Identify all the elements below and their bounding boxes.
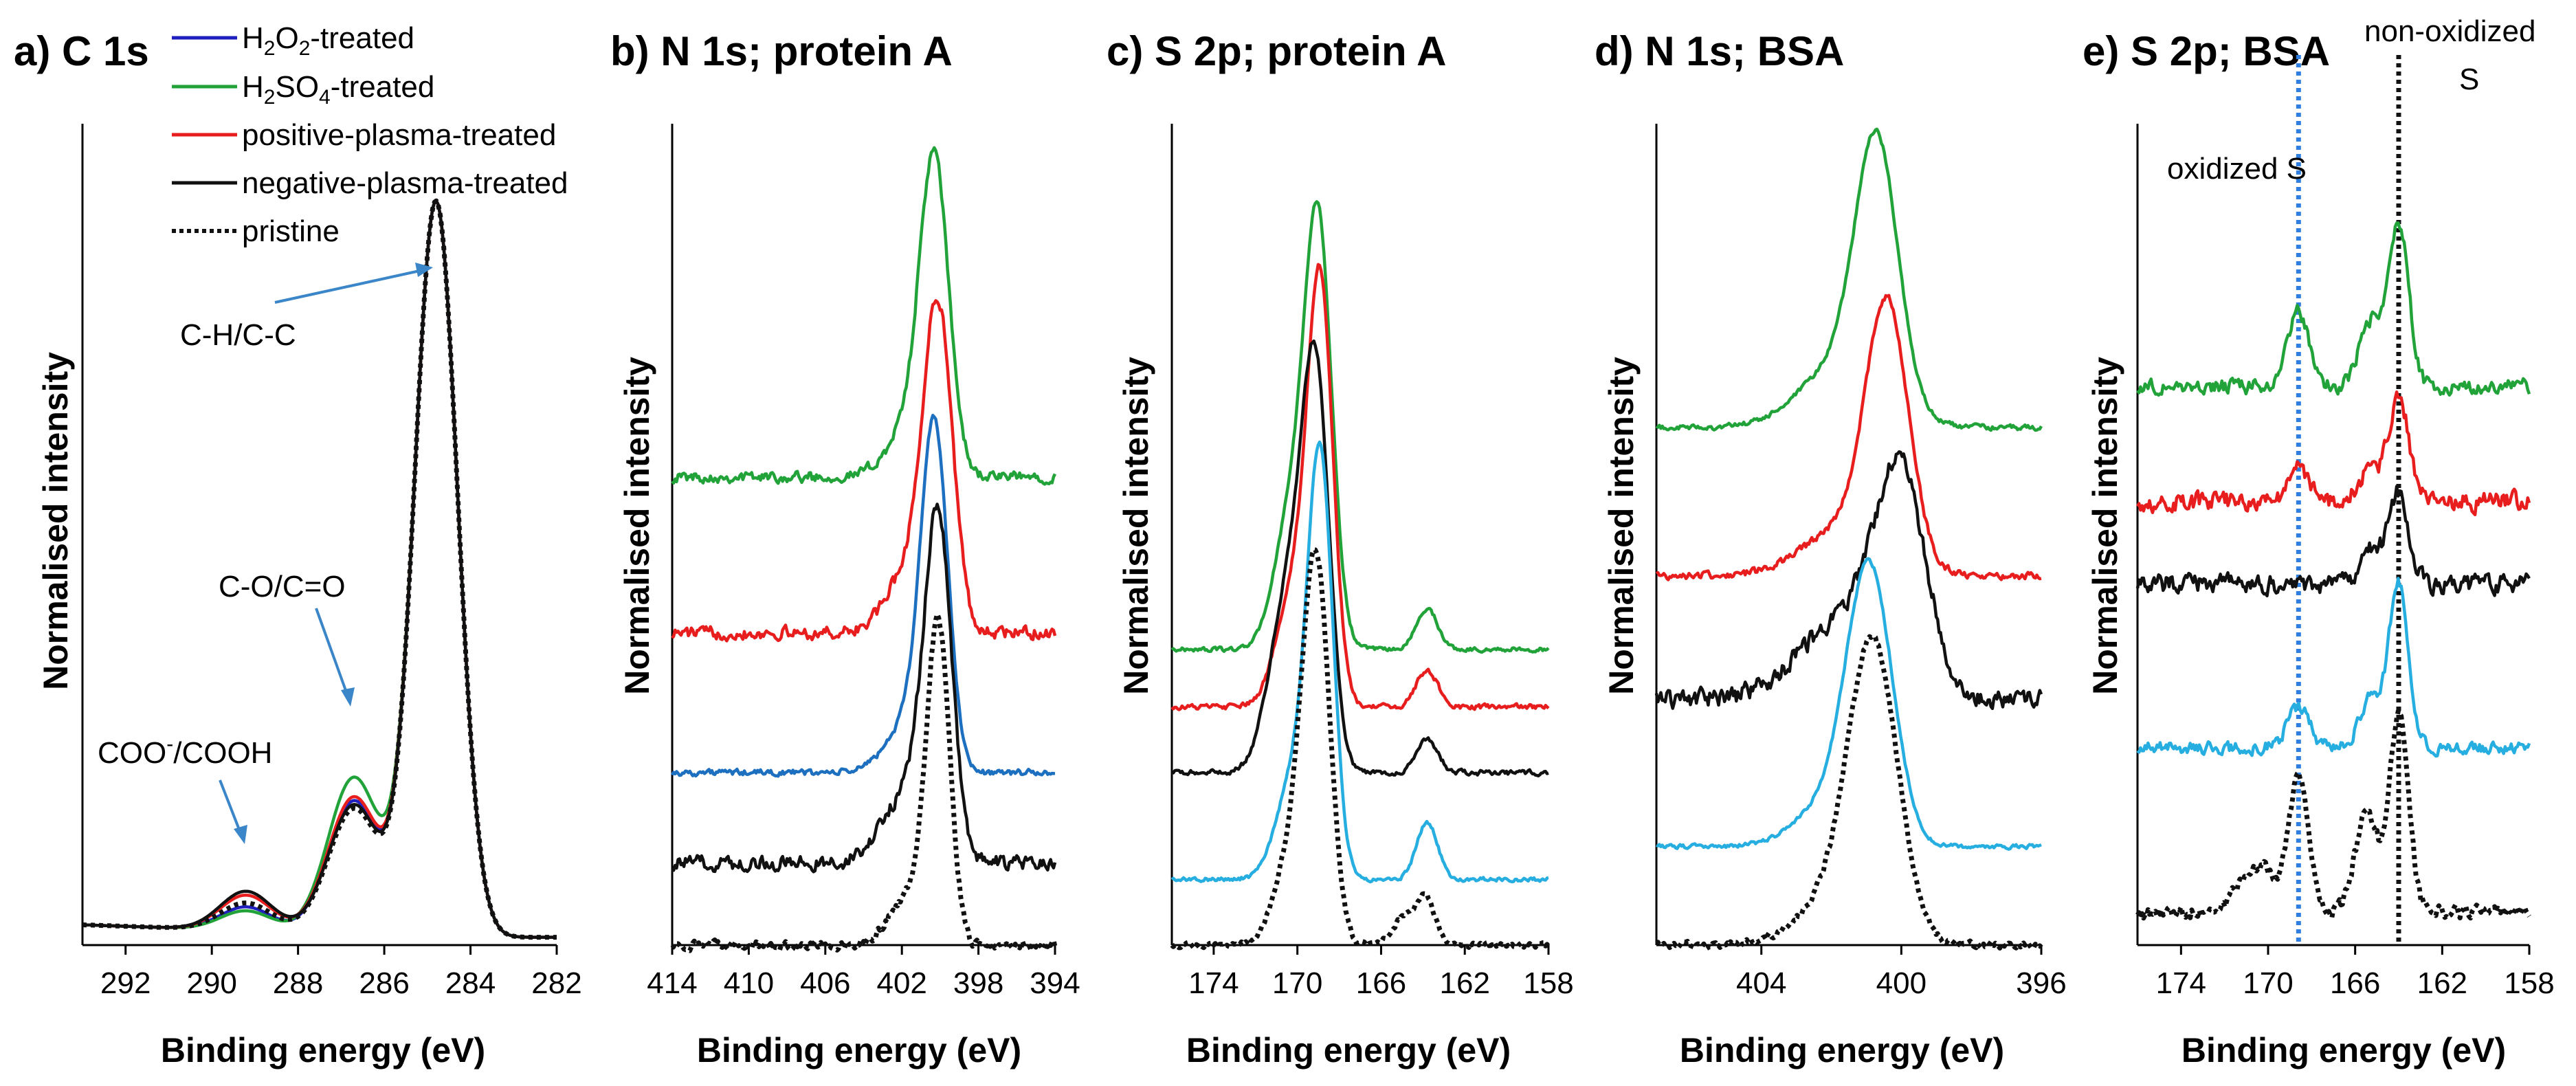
panel-a-ylabel: Normalised intensity [36, 352, 75, 690]
panel-c-xtick-label: 158 [1523, 966, 1573, 1000]
panel-c-xlabel: Binding energy (eV) [1186, 1031, 1511, 1070]
panel-a-xtick-label: 286 [359, 966, 409, 1000]
panel-e-series-negative-plasma-treated [2135, 485, 2531, 598]
panel-c-series-positive-plasma-treated [1170, 263, 1550, 711]
panel-d: d) N 1s; BSA 404 400 396 Normalised intens… [1595, 28, 2067, 1070]
panel-c-xtick-label: 162 [1440, 966, 1490, 1000]
panel-e-series-h2so4-treated [2136, 221, 2531, 397]
arrow-coo [219, 779, 242, 834]
panel-e-xtick-label: 158 [2504, 966, 2554, 1000]
panel-d-xtick-label: 404 [1736, 966, 1786, 1000]
panel-d-title: d) N 1s; BSA [1595, 28, 1844, 74]
annotation-coo: COO-/COOH [98, 733, 272, 770]
panel-e: e) S 2p; BSA 174 170 166 162 158 Normalised … [2083, 14, 2555, 1070]
panel-e-ylabel: Normalised intensity [2086, 357, 2124, 695]
annotation-coo-main: COO [98, 736, 166, 770]
annotation-co-c-o: C-O/C=O [219, 570, 346, 603]
panel-d-ylabel: Normalised intensity [1602, 357, 1641, 695]
legend-label-negative: negative-plasma-treated [242, 166, 568, 200]
panel-a-xtick-label: 282 [531, 966, 581, 1000]
arrow-coo-head [234, 825, 247, 844]
panel-d-plot: 404 400 396 [1654, 124, 2067, 1000]
panel-c-series-h2o2-treated [1170, 440, 1549, 884]
panel-d-xtick-label: 396 [2016, 966, 2066, 1000]
panel-e-series-pristine [2135, 709, 2531, 921]
panel-a-xtick-label: 292 [100, 966, 151, 1000]
panel-d-xtick-label: 400 [1876, 966, 1927, 1000]
panel-e-xtick-label: 170 [2243, 966, 2293, 1000]
panel-a-xtick-label: 290 [186, 966, 236, 1000]
panel-b-series-pristine [670, 611, 1058, 953]
annotation-non-oxidized-s: S [2459, 63, 2479, 96]
panel-e-xtick-label: 174 [2156, 966, 2206, 1000]
panel-b-xlabel: Binding energy (eV) [697, 1031, 1021, 1070]
panel-d-series-h2o2-treated [1656, 557, 2042, 851]
legend-label-h2o2: H2O2-treated [242, 21, 414, 60]
annotation-non-oxidized: non-oxidized [2364, 14, 2536, 48]
panel-a-series-h2o2-treated [82, 199, 557, 939]
panel-b-ylabel: Normalised intensity [618, 357, 656, 695]
arrow-ch-cc [274, 269, 423, 304]
panel-b-series-positive-plasma-treated [671, 299, 1057, 643]
panel-c-series-h2so4-treated [1170, 200, 1550, 654]
annotation-oxidized-s: oxidized S [2167, 152, 2307, 186]
panel-c-xtick-label: 170 [1272, 966, 1322, 1000]
panel-d-series-pristine [1655, 633, 2043, 951]
panel-e-title: e) S 2p; BSA [2083, 28, 2330, 74]
panel-b-series-negative-plasma-treated [671, 502, 1057, 874]
panel-a-xlabel: Binding energy (eV) [161, 1031, 485, 1070]
annotation-coo-sup: - [166, 733, 173, 755]
panel-c-title: c) S 2p; protein A [1107, 28, 1446, 74]
panel-d-xlabel: Binding energy (eV) [1680, 1031, 2004, 1070]
panel-b-xtick-label: 414 [647, 966, 697, 1000]
arrow-ch-cc-head [415, 263, 433, 277]
annotation-ch-cc: C-H/C-C [180, 318, 296, 352]
panel-a-xtick-label: 288 [273, 966, 323, 1000]
panel-a-series-positive-plasma-treated [82, 199, 557, 939]
panel-b-xtick-label: 394 [1030, 966, 1080, 1000]
arrow-co-head [341, 687, 355, 707]
panel-c-plot: 174 170 166 162 158 [1170, 124, 1574, 1000]
panel-a-xtick-label: 284 [445, 966, 496, 1000]
legend: H2O2-treated H2SO4-treated positive-plas… [172, 21, 568, 248]
panel-e-xtick-label: 166 [2330, 966, 2380, 1000]
panel-c-series-pristine [1170, 547, 1551, 951]
panel-c-ylabel: Normalised intensity [1117, 357, 1155, 695]
panel-e-xlabel: Binding energy (eV) [2181, 1031, 2506, 1070]
panel-b-plot: 414 410 406 402 398 394 [647, 124, 1080, 1000]
arrow-co [315, 608, 348, 695]
panel-b-xtick-label: 406 [800, 966, 850, 1000]
panel-e-series-h2o2-treated [2136, 577, 2531, 758]
panel-d-series-negative-plasma-treated [1654, 450, 2043, 711]
panel-d-series-positive-plasma-treated [1655, 293, 2042, 581]
panel-d-series-h2so4-treated [1655, 127, 2043, 432]
panel-a-series-negative-plasma-treated [82, 199, 557, 939]
panel-a-plot: 292 290 288 286 284 282 [81, 124, 582, 1000]
legend-label-pristine: pristine [242, 214, 340, 248]
panel-b-xtick-label: 398 [953, 966, 1003, 1000]
panel-e-plot: 174 170 166 162 158 [2135, 55, 2555, 1000]
panel-b-series-h2o2-treated [671, 414, 1056, 778]
panel-b-xtick-label: 402 [876, 966, 926, 1000]
panel-e-series-positive-plasma-treated [2136, 390, 2531, 517]
panel-a-series-h2so4-treated [82, 199, 557, 939]
panel-e-xtick-label: 162 [2417, 966, 2467, 1000]
panel-c: c) S 2p; protein A 174 170 166 162 158 Norma… [1107, 28, 1574, 1070]
panel-a: a) C 1s 292 290 288 286 284 282 Normalised in… [14, 21, 582, 1070]
panel-c-xtick-label: 174 [1188, 966, 1239, 1000]
panel-b-series-h2so4-treated [671, 146, 1057, 486]
panel-b-xtick-label: 410 [724, 966, 774, 1000]
annotation-coo-tail: /COOH [173, 736, 272, 770]
panel-c-series-negative-plasma-treated [1171, 339, 1549, 778]
panel-b-title: b) N 1s; protein A [610, 28, 953, 74]
panel-a-series-pristine [82, 198, 557, 940]
legend-label-positive: positive-plasma-treated [242, 118, 556, 152]
panel-a-title: a) C 1s [14, 28, 149, 74]
panel-c-xtick-label: 166 [1356, 966, 1406, 1000]
legend-label-h2so4: H2SO4-treated [242, 70, 434, 109]
panel-b: b) N 1s; protein A 414 410 406 402 398 394 No… [610, 28, 1080, 1070]
